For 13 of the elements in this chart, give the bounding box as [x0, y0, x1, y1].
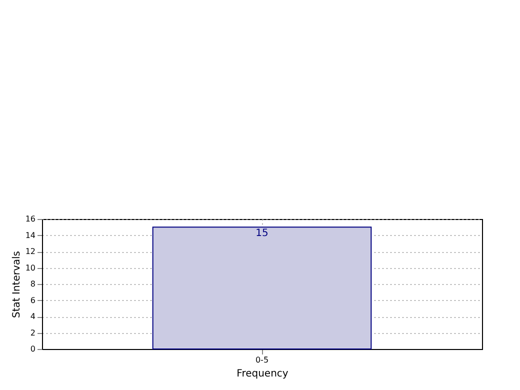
x-axis-title: Frequency [236, 368, 288, 380]
y-axis-title: Stat Intervals [11, 250, 22, 318]
y-tick-label: 2 [30, 328, 36, 338]
y-tick-label: 16 [25, 214, 36, 224]
y-tick-label: 8 [30, 280, 36, 288]
y-tick-label: 4 [30, 312, 36, 321]
y-tick-label: 0 [30, 344, 36, 354]
y-tick-label: 10 [25, 263, 36, 272]
data-label: 15 [256, 228, 268, 240]
y-tick-label: 12 [25, 247, 36, 256]
y-tick-label: 6 [30, 296, 36, 305]
y-tick-label: 14 [25, 230, 36, 240]
x-tick-label: 0-5 [255, 356, 269, 364]
